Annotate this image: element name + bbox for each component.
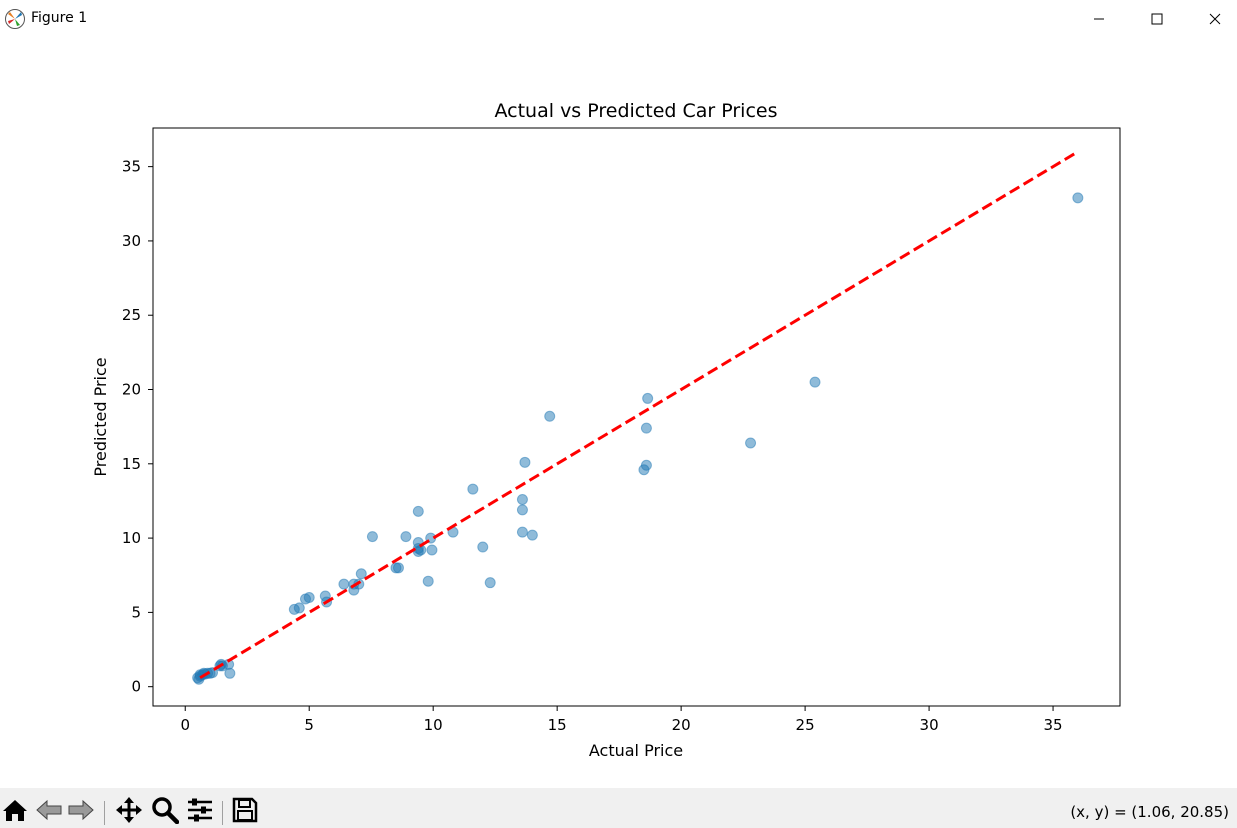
back-arrow-icon bbox=[36, 799, 62, 821]
perfect-prediction-line bbox=[199, 150, 1079, 680]
toolbar-separator bbox=[222, 801, 223, 825]
figure-canvas[interactable]: Actual vs Predicted Car Prices 0 5 10 15 20 2… bbox=[0, 38, 1237, 788]
forward-button[interactable] bbox=[66, 797, 96, 823]
close-button[interactable] bbox=[1186, 0, 1237, 38]
scatter-point bbox=[355, 568, 367, 580]
y-tick-label: 20 bbox=[122, 381, 141, 399]
y-tick-label: 0 bbox=[131, 678, 141, 696]
scatter-point bbox=[366, 531, 378, 543]
window-title: Figure 1 bbox=[31, 10, 88, 26]
reference-line bbox=[199, 150, 1079, 680]
y-tick-label: 30 bbox=[122, 232, 141, 250]
scatter-point bbox=[467, 483, 479, 495]
back-button[interactable] bbox=[34, 797, 64, 823]
x-axis-ticks: 0 5 10 15 20 25 30 35 bbox=[180, 706, 1063, 734]
x-tick-label: 35 bbox=[1044, 716, 1063, 734]
forward-arrow-icon bbox=[68, 799, 94, 821]
zoom-button[interactable] bbox=[150, 797, 180, 824]
toolbar-separator bbox=[104, 801, 105, 825]
scatter-point bbox=[640, 422, 652, 434]
x-tick-label: 0 bbox=[180, 716, 190, 734]
x-tick-label: 30 bbox=[920, 716, 939, 734]
pan-button[interactable] bbox=[114, 797, 144, 823]
x-tick-label: 10 bbox=[424, 716, 443, 734]
home-icon bbox=[3, 800, 27, 821]
scatter-point bbox=[338, 578, 350, 590]
scatter-point bbox=[224, 667, 236, 679]
y-tick-label: 10 bbox=[122, 529, 141, 547]
scatter-point bbox=[299, 593, 311, 605]
x-tick-label: 5 bbox=[304, 716, 314, 734]
scatter-point bbox=[519, 456, 531, 468]
scatter-point bbox=[422, 575, 434, 587]
y-tick-label: 25 bbox=[122, 306, 141, 324]
minimize-icon bbox=[1094, 18, 1104, 20]
maximize-icon bbox=[1151, 13, 1163, 25]
floppy-disk-icon bbox=[232, 797, 258, 823]
scatter-point bbox=[516, 493, 528, 505]
scatter-point bbox=[638, 464, 650, 476]
sliders-icon bbox=[188, 798, 212, 822]
close-icon bbox=[1209, 13, 1221, 25]
x-axis-label: Actual Price bbox=[589, 741, 683, 760]
scatter-point bbox=[544, 410, 556, 422]
scatter-point bbox=[426, 544, 438, 556]
scatter-point bbox=[809, 376, 821, 388]
scatter-point bbox=[400, 531, 412, 543]
scatter-point bbox=[1072, 192, 1084, 204]
scatter-point bbox=[288, 603, 300, 615]
save-button[interactable] bbox=[230, 797, 260, 823]
home-button[interactable] bbox=[0, 797, 30, 823]
cursor-coordinates: (x, y) = (1.06, 20.85) bbox=[1070, 803, 1229, 821]
maximize-button[interactable] bbox=[1128, 0, 1186, 38]
minimize-button[interactable] bbox=[1070, 0, 1128, 38]
y-tick-label: 15 bbox=[122, 455, 141, 473]
x-tick-label: 20 bbox=[672, 716, 691, 734]
scatter-point bbox=[516, 504, 528, 516]
y-axis-label: Predicted Price bbox=[91, 357, 110, 476]
scatter-point bbox=[526, 529, 538, 541]
y-tick-label: 5 bbox=[131, 603, 141, 621]
navigation-toolbar bbox=[0, 788, 1237, 828]
scatter-chart: Actual vs Predicted Car Prices 0 5 10 15 20 2… bbox=[91, 100, 1121, 760]
scatter-point bbox=[745, 437, 757, 449]
y-tick-label: 35 bbox=[122, 158, 141, 176]
scatter-point bbox=[642, 392, 654, 404]
y-axis-ticks: 0 5 10 15 20 25 30 35 bbox=[122, 158, 153, 696]
x-tick-label: 25 bbox=[796, 716, 815, 734]
scatter-point bbox=[477, 541, 489, 553]
chart-title: Actual vs Predicted Car Prices bbox=[495, 100, 778, 122]
scatter-point bbox=[516, 526, 528, 538]
scatter-point bbox=[392, 562, 404, 574]
title-bar: Figure 1 bbox=[0, 0, 1237, 38]
scatter-point bbox=[484, 577, 496, 589]
scatter-point bbox=[412, 505, 424, 517]
move-icon bbox=[116, 797, 142, 823]
configure-subplots-button[interactable] bbox=[185, 797, 215, 823]
x-tick-label: 15 bbox=[548, 716, 567, 734]
scatter-points bbox=[192, 192, 1084, 685]
matplotlib-icon bbox=[5, 9, 25, 29]
magnifier-icon bbox=[152, 797, 179, 824]
